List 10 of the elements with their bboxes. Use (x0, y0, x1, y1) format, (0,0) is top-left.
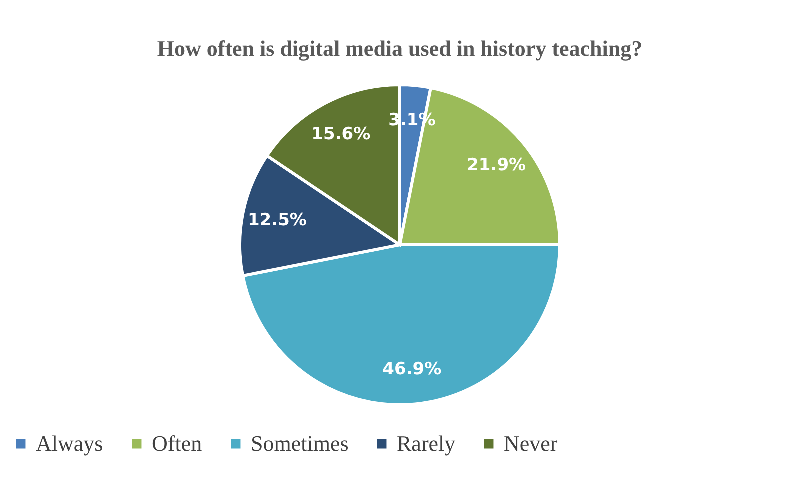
legend-label: Sometimes (251, 431, 349, 456)
chart-title: How often is digital media used in history teaching? (157, 36, 643, 61)
data-label: 15.6% (312, 124, 371, 145)
legend-label: Rarely (397, 431, 456, 456)
legend-label: Often (152, 431, 202, 456)
data-label: 46.9% (382, 359, 442, 380)
legend-label: Always (36, 431, 104, 456)
data-label: 21.9% (467, 156, 526, 176)
legend-label: Never (504, 431, 558, 456)
data-label: 12.5% (248, 210, 307, 230)
